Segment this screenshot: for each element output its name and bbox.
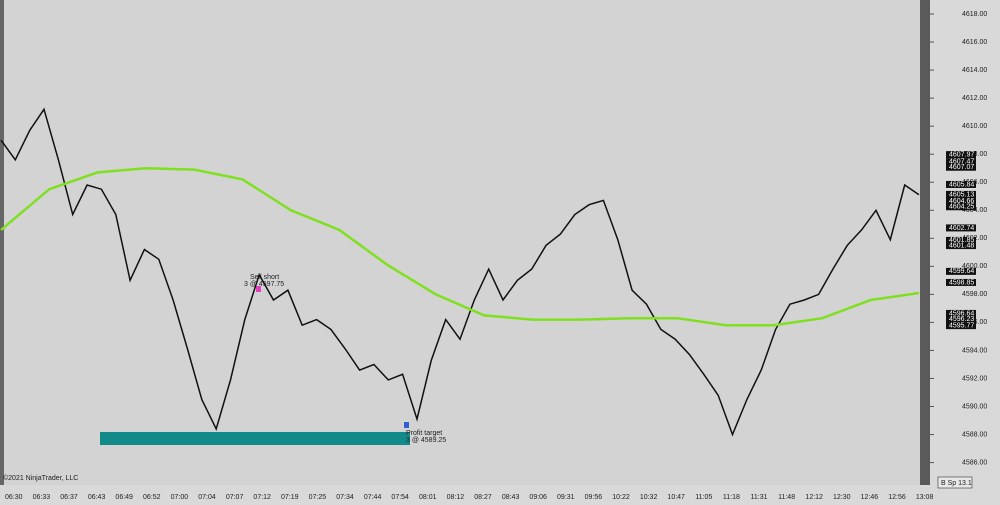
x-tick-label: 06:52	[143, 494, 161, 501]
x-tick-label: 06:49	[115, 494, 133, 501]
price-marker-label: 4604.66	[949, 198, 974, 205]
price-marker	[946, 163, 976, 171]
price-marker	[946, 151, 976, 159]
x-tick-label: 09:06	[529, 494, 547, 501]
price-axis-panel	[930, 0, 1000, 505]
x-tick-label: 11:48	[778, 494, 795, 501]
x-tick-label: 08:43	[502, 494, 520, 501]
x-tick-label: 08:27	[474, 494, 492, 501]
price-marker	[946, 203, 976, 211]
y-tick-label: 4590.00	[962, 403, 987, 410]
x-tick-label: 12:30	[833, 494, 851, 501]
x-tick-label: 07:00	[171, 494, 189, 501]
x-tick-label: 09:31	[557, 494, 575, 501]
x-tick-label: 06:43	[88, 494, 106, 501]
y-tick-label: 4610.00	[962, 123, 987, 130]
cover-marker	[404, 422, 409, 428]
y-tick-label: 4586.00	[962, 459, 987, 466]
price-marker-label: 4596.23	[949, 316, 974, 323]
x-tick-label: 06:33	[33, 494, 51, 501]
price-marker	[946, 242, 976, 250]
series-line	[0, 166, 920, 327]
x-tick-label: 12:56	[888, 494, 906, 501]
status: B Sp 13.1	[941, 480, 972, 487]
price-marker	[946, 309, 976, 317]
price-marker	[946, 224, 976, 232]
x-tick-label: 07:25	[309, 494, 327, 501]
x-tick-label: 06:30	[5, 494, 23, 501]
price-marker	[946, 180, 976, 188]
price-marker	[946, 197, 976, 205]
price-marker	[946, 315, 976, 323]
price-marker-label: 4602.74	[949, 225, 974, 232]
y-tick-label: 4614.00	[962, 67, 987, 74]
x-tick-label: 12:12	[805, 494, 823, 501]
left-scroll	[0, 0, 4, 485]
divider	[920, 0, 930, 485]
x-tick-label: 08:12	[447, 494, 465, 501]
price-marker-label: 4595.77	[949, 322, 974, 329]
x-tick-label: 07:34	[336, 494, 354, 501]
x-tick-label: 07:04	[198, 494, 216, 501]
time-axis-panel	[0, 485, 930, 505]
y-tick-label: 4594.00	[962, 347, 987, 354]
copyright: ©2021 NinjaTrader, LLC	[3, 474, 78, 482]
x-tick-label: 07:54	[391, 494, 409, 501]
y-tick-label: 4600.00	[962, 263, 987, 270]
x-tick-label: 07:12	[253, 494, 271, 501]
price-marker	[946, 267, 976, 275]
price-marker-label: 4607.47	[949, 158, 974, 165]
zone	[100, 432, 410, 445]
price-marker	[946, 190, 976, 198]
sell-marker	[256, 286, 261, 292]
price-marker-label: 4605.84	[949, 181, 974, 188]
price-marker-label: 4598.85	[949, 279, 974, 286]
y-tick-label: 4604.00	[962, 207, 987, 214]
x-tick-label: 08:01	[419, 494, 437, 501]
annotation: 3 @ 4589.25	[406, 437, 446, 444]
x-tick-label: 06:37	[60, 494, 78, 501]
y-tick-label: 4618.00	[962, 11, 987, 18]
x-tick-label: 13:08	[916, 494, 934, 501]
x-tick-label: 10:32	[640, 494, 658, 501]
price-marker	[946, 236, 976, 244]
price-marker-label: 4599.64	[949, 268, 974, 275]
x-tick-label: 12:46	[861, 494, 879, 501]
price-marker-label: 4605.13	[949, 191, 974, 198]
x-tick-label: 11:31	[751, 494, 768, 501]
y-tick-label: 4612.00	[962, 95, 987, 102]
y-tick-label: 4592.00	[962, 375, 987, 382]
annotation: Profit target	[406, 430, 442, 437]
price-marker-label: 4607.07	[949, 164, 974, 171]
series-line	[0, 107, 920, 437]
price-marker-label: 4596.64	[949, 310, 974, 317]
status-box	[937, 476, 973, 489]
x-tick-label: 11:05	[695, 494, 712, 501]
annotation: Sell short	[250, 274, 279, 281]
x-tick-label: 07:07	[226, 494, 244, 501]
x-tick-label: 10:47	[667, 494, 685, 501]
x-tick-label: 11:18	[723, 494, 740, 501]
price-marker	[946, 278, 976, 286]
price-marker	[946, 158, 976, 166]
y-tick-label: 4616.00	[962, 39, 987, 46]
price-marker-label: 4601.48	[949, 242, 974, 249]
price-marker-label: 4604.25	[949, 204, 974, 211]
price-marker	[946, 322, 976, 330]
x-tick-label: 07:44	[364, 494, 382, 501]
x-tick-label: 10:22	[612, 494, 630, 501]
price-marker-label: 4601.85	[949, 237, 974, 244]
x-tick-label: 07:19	[281, 494, 299, 501]
y-tick-label: 4588.00	[962, 431, 987, 438]
price-marker-label: 4607.97	[949, 151, 974, 158]
x-tick-label: 09:56	[585, 494, 603, 501]
y-tick-label: 4598.00	[962, 291, 987, 298]
